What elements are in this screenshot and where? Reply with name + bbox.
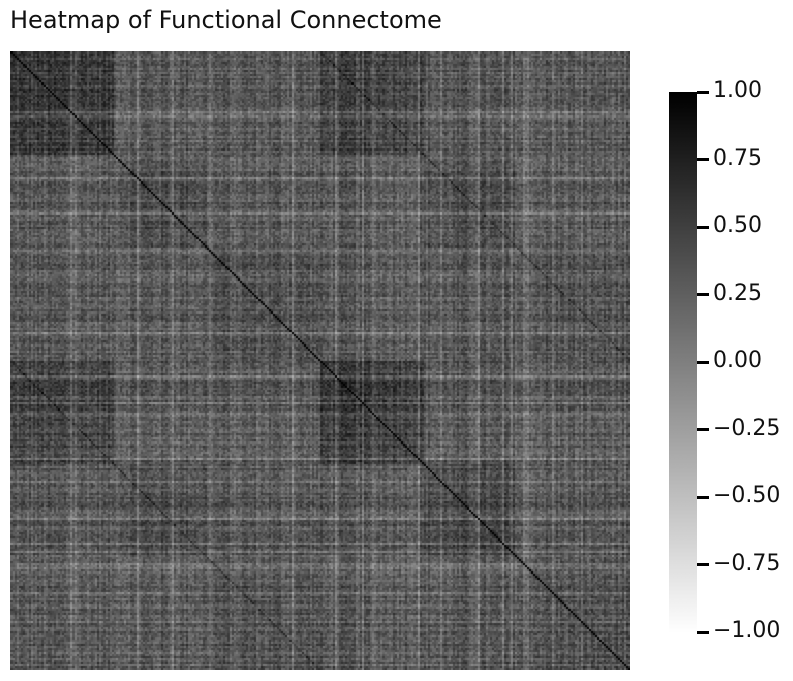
- heatmap-matrix: [10, 51, 630, 670]
- colorbar-tick-label: −0.75: [713, 550, 781, 576]
- colorbar-tick-label: 1.00: [713, 78, 762, 103]
- colorbar-tick: [697, 225, 709, 229]
- colorbar-tick: [697, 428, 709, 431]
- colorbar-tick-label: 0.75: [713, 145, 762, 171]
- colorbar-gradient: [669, 92, 697, 632]
- colorbar-tick-label: −0.50: [713, 483, 781, 508]
- colorbar-tick: [697, 90, 709, 94]
- colorbar-tick: [697, 158, 709, 161]
- heatmap-canvas: [10, 51, 630, 670]
- colorbar-tick-label: −1.00: [713, 618, 781, 643]
- colorbar-tick-label: 0.25: [713, 280, 762, 306]
- colorbar-tick-label: −0.25: [713, 415, 781, 441]
- colorbar-tick-label: 0.00: [713, 348, 762, 373]
- chart-title: Heatmap of Functional Connectome: [10, 6, 442, 34]
- colorbar-tick: [697, 360, 709, 364]
- colorbar-tick: [697, 495, 709, 499]
- colorbar-tick: [697, 630, 709, 634]
- colorbar-tick: [697, 563, 709, 566]
- colorbar-tick: [697, 293, 709, 296]
- colorbar-tick-label: 0.50: [713, 213, 762, 238]
